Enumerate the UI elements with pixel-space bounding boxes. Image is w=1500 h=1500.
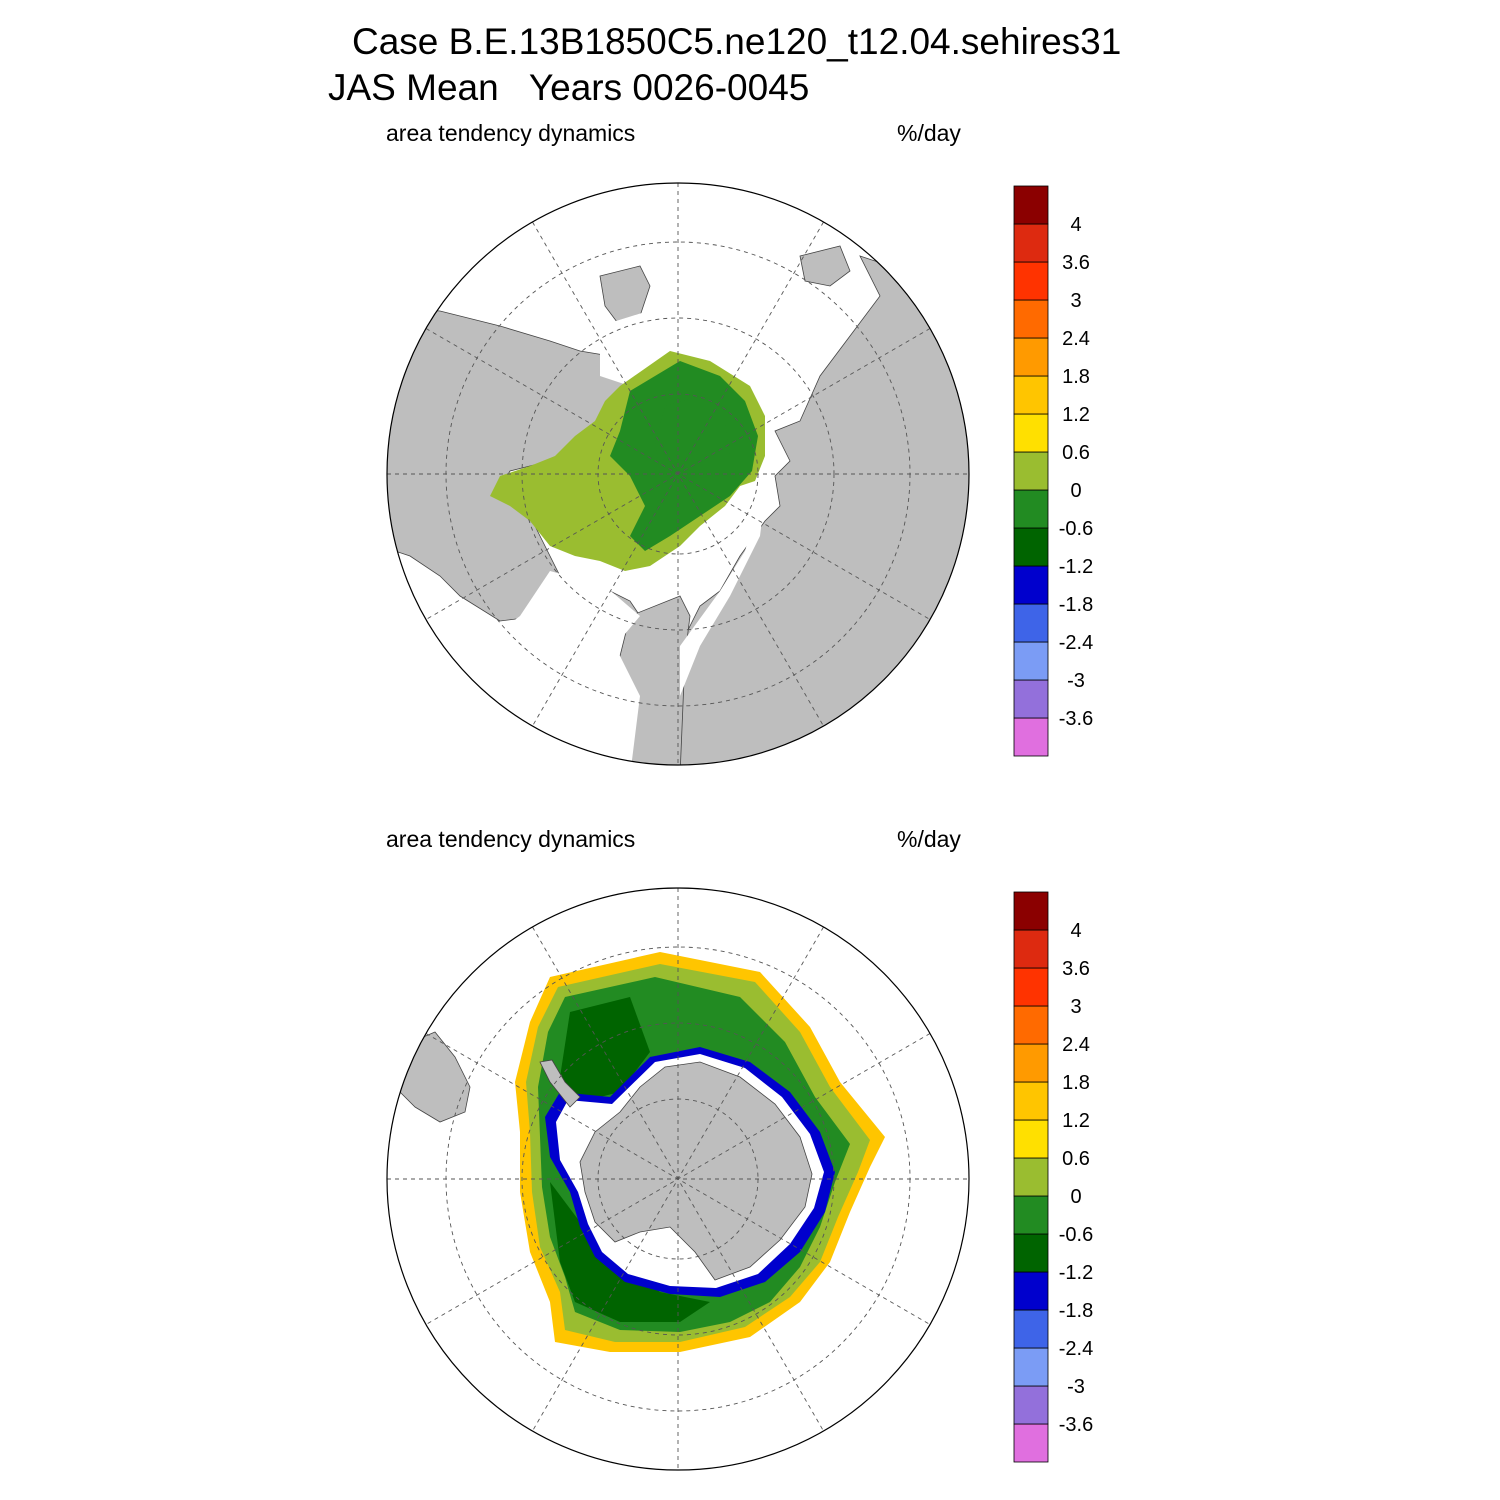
north-graticule bbox=[387, 183, 969, 765]
north-map-border bbox=[386, 182, 970, 766]
figure-title-line2: JAS Mean Years 0026-0045 bbox=[328, 67, 810, 108]
colorbar-box bbox=[1013, 929, 1049, 969]
colorbar-tick-label: 0.6 bbox=[1062, 1148, 1090, 1170]
colorbar-tick-label: -2.4 bbox=[1059, 632, 1093, 654]
colorbar-box bbox=[1013, 1195, 1049, 1235]
colorbar-box bbox=[1013, 223, 1049, 263]
antarctic-peninsula bbox=[539, 1059, 581, 1108]
colorbar-box bbox=[1013, 1385, 1049, 1425]
colorbar-box bbox=[1013, 413, 1049, 453]
colorbar-box bbox=[1013, 1233, 1049, 1273]
north-panel-units: %/day bbox=[897, 120, 961, 146]
north-sea-ice bbox=[490, 351, 765, 571]
colorbar-box bbox=[1013, 1081, 1049, 1121]
colorbar-box bbox=[1013, 185, 1049, 225]
colorbar-box bbox=[1013, 641, 1049, 681]
colorbar-tick-label: -1.8 bbox=[1059, 594, 1093, 616]
south-map-border bbox=[386, 887, 970, 1471]
colorbar-box bbox=[1013, 261, 1049, 301]
colorbar-tick-label: 3.6 bbox=[1062, 252, 1090, 274]
north-polar-map bbox=[386, 182, 970, 766]
colorbar-tick-label: 4 bbox=[1070, 214, 1081, 236]
colorbar-tick-label: -1.2 bbox=[1059, 1262, 1093, 1284]
colorbar-box bbox=[1013, 375, 1049, 415]
south-polar-map bbox=[386, 887, 970, 1471]
colorbar-box bbox=[1013, 451, 1049, 491]
colorbar-box bbox=[1013, 1043, 1049, 1083]
colorbar-tick-label: -0.6 bbox=[1059, 1224, 1093, 1246]
south-colorbar: -3.6 -3 -2.4 -1.8 -1.2 -0.6 0 0.6 1.2 1.8 2.4 3 3.6 4 bbox=[1013, 891, 1093, 1463]
colorbar-tick-label: 1.8 bbox=[1062, 1072, 1090, 1094]
colorbar-box bbox=[1013, 489, 1049, 529]
colorbar-tick-label: 2.4 bbox=[1062, 1034, 1090, 1056]
north-panel-title: area tendency dynamics bbox=[386, 120, 636, 146]
colorbar-tick-label: 1.8 bbox=[1062, 366, 1090, 388]
colorbar-box bbox=[1013, 1119, 1049, 1159]
colorbar-tick-label: -3.6 bbox=[1059, 708, 1093, 730]
colorbar-box bbox=[1013, 967, 1049, 1007]
colorbar-tick-label: 3 bbox=[1070, 290, 1081, 312]
south-panel-units: %/day bbox=[897, 826, 961, 852]
north-norwegian-sea bbox=[680, 476, 765, 696]
colorbar-tick-label: 0 bbox=[1070, 480, 1081, 502]
colorbar-box bbox=[1013, 299, 1049, 339]
colorbar-box bbox=[1013, 603, 1049, 643]
colorbar-tick-label: -3.6 bbox=[1059, 1414, 1093, 1436]
colorbar-tick-label: 0 bbox=[1070, 1186, 1081, 1208]
colorbar-tick-label: -2.4 bbox=[1059, 1338, 1093, 1360]
colorbar-tick-label: -3 bbox=[1067, 670, 1085, 692]
colorbar-tick-label: 1.2 bbox=[1062, 1110, 1090, 1132]
south-graticule bbox=[387, 888, 969, 1470]
colorbar-tick-label: -1.2 bbox=[1059, 556, 1093, 578]
colorbar-tick-label: 3.6 bbox=[1062, 958, 1090, 980]
north-colorbar: -3.6 -3 -2.4 -1.8 -1.2 -0.6 0 0.6 1.2 1.8 2.4 3 3.6 4 bbox=[1013, 185, 1093, 757]
north-land bbox=[387, 245, 969, 765]
colorbar-tick-label: -3 bbox=[1067, 1376, 1085, 1398]
figure-title-line1: Case B.E.13B1850C5.ne120_t12.04.sehires3… bbox=[352, 21, 1122, 62]
colorbar-box bbox=[1013, 1157, 1049, 1197]
colorbar-tick-label: -0.6 bbox=[1059, 518, 1093, 540]
colorbar-box bbox=[1013, 717, 1049, 757]
colorbar-box bbox=[1013, 337, 1049, 377]
colorbar-tick-label: 3 bbox=[1070, 996, 1081, 1018]
colorbar-tick-label: -1.8 bbox=[1059, 1300, 1093, 1322]
colorbar-box bbox=[1013, 1347, 1049, 1387]
south-panel-title: area tendency dynamics bbox=[386, 826, 636, 852]
colorbar-tick-label: 1.2 bbox=[1062, 404, 1090, 426]
colorbar-box bbox=[1013, 679, 1049, 719]
antarctica-land bbox=[579, 1061, 813, 1281]
colorbar-box bbox=[1013, 565, 1049, 605]
colorbar-tick-label: 4 bbox=[1070, 920, 1081, 942]
north-bering-region bbox=[600, 301, 710, 386]
colorbar-tick-label: 0.6 bbox=[1062, 442, 1090, 464]
colorbar-tick-label: 2.4 bbox=[1062, 328, 1090, 350]
colorbar-box bbox=[1013, 1309, 1049, 1349]
colorbar-box bbox=[1013, 527, 1049, 567]
colorbar-box bbox=[1013, 1271, 1049, 1311]
colorbar-box bbox=[1013, 1423, 1049, 1463]
colorbar-box bbox=[1013, 1005, 1049, 1045]
colorbar-box bbox=[1013, 891, 1049, 931]
